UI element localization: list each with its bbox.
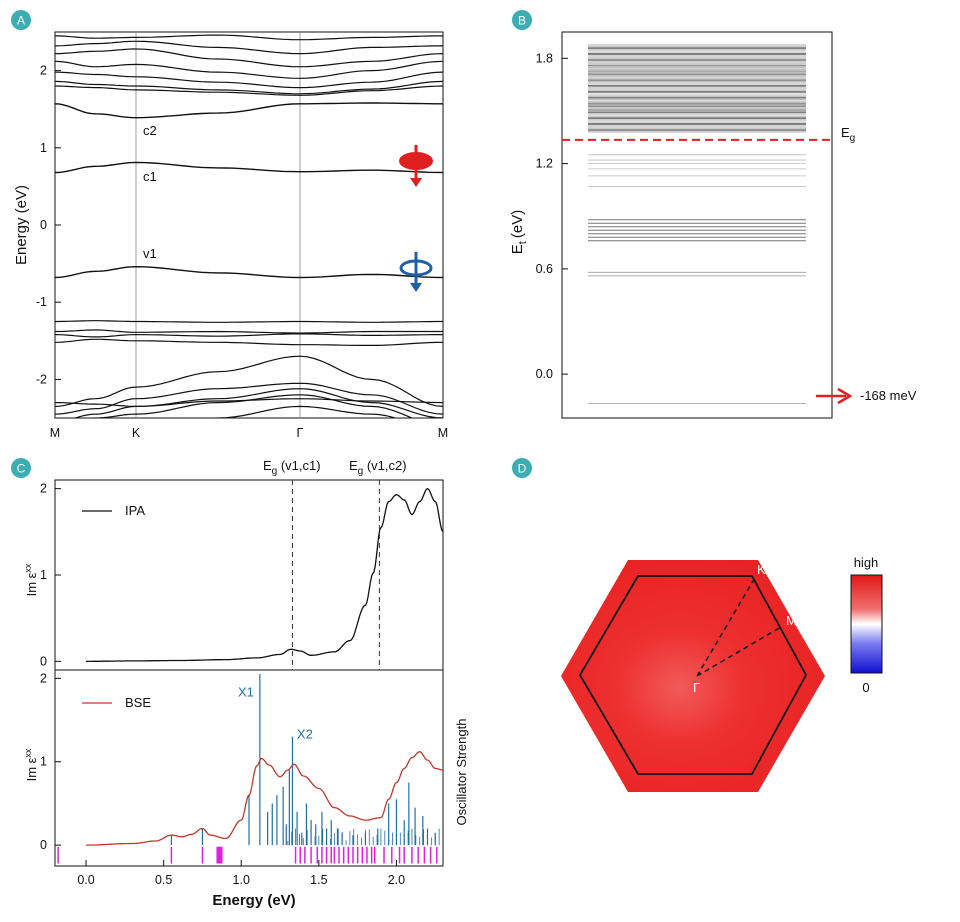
colorbar-high-label: high <box>854 555 879 570</box>
svg-text:B: B <box>518 14 526 28</box>
panel-c-top-ylabel: Im εxx <box>23 563 39 596</box>
ytick-label-b: 1.8 <box>536 51 553 65</box>
bz-heatmap <box>561 560 825 792</box>
band-extra <box>73 388 443 418</box>
band-extra <box>55 40 443 55</box>
band-label-v1: v1 <box>143 246 157 261</box>
band-v1 <box>55 265 443 279</box>
eg-v1-c2-label: Eg (v1,c2) <box>349 458 407 477</box>
band-extra <box>55 320 443 323</box>
ytick-label-c-top: 0 <box>40 654 47 668</box>
ytick-label-a: 2 <box>40 64 47 78</box>
panel-c-absorption: X1 X2 2 2 1 1 0 0 0.0 0.5 1.0 1.5 2.0 Energy (eV) I… <box>23 458 469 909</box>
panel-badge-b: B <box>512 10 532 30</box>
ytick-label-c-top: 1 <box>40 568 47 582</box>
k-point-label: K <box>757 562 766 577</box>
bands-group <box>55 34 443 418</box>
panel-c-bottom-ylabel: Im εxx <box>23 748 39 781</box>
panel-badge-d: D <box>512 458 532 478</box>
peak-label: X2 <box>297 726 313 741</box>
ytick-label-c-bottom: 0 <box>40 838 47 852</box>
band-extra <box>55 382 443 415</box>
peak-label: X1 <box>238 685 254 700</box>
xtick-label-a: M <box>50 426 60 440</box>
panel-c-bottom-frame <box>54 669 444 867</box>
band-extra <box>55 80 443 95</box>
band-extra <box>55 71 443 89</box>
band-c1 <box>55 161 443 174</box>
spin-down-blue-icon <box>399 252 433 292</box>
band-c2 <box>55 102 443 119</box>
xtick-label-c: 2.0 <box>388 873 405 887</box>
ytick-label-b: 0.6 <box>536 262 553 276</box>
band-label-c1: c1 <box>143 169 157 184</box>
svg-text:C: C <box>17 462 26 476</box>
m-point-label: M <box>786 613 797 628</box>
panel-b-frame <box>561 31 833 419</box>
ytick-label-c-bottom: 2 <box>40 671 47 685</box>
band-extra <box>55 60 443 79</box>
ytick-label-b: 0.0 <box>536 367 553 381</box>
band-extra <box>55 333 443 338</box>
panel-a-band-structure: 2 1 0 -1 -2 M K Γ M Energy (eV) c2 c1 v1 <box>13 31 448 440</box>
band-extra <box>55 85 443 96</box>
band-extra <box>55 355 443 407</box>
ytick-label-a: -2 <box>36 372 47 386</box>
xtick-label-c: 0.5 <box>155 873 172 887</box>
xtick-label-a: M <box>438 426 448 440</box>
ytick-label-a: -1 <box>36 295 47 309</box>
ytick-label-c-top: 2 <box>40 482 47 496</box>
band-extra <box>55 329 443 334</box>
svg-text:A: A <box>17 14 25 28</box>
legend-bse-label: BSE <box>125 695 151 710</box>
eg-v1-c1-label: Eg (v1,c1) <box>263 458 321 477</box>
ytick-label-a: 0 <box>40 218 47 232</box>
xtick-label-a: K <box>132 426 141 440</box>
panel-badge-c: C <box>11 458 31 478</box>
colorbar-low-label: 0 <box>862 680 869 695</box>
ytick-label-c-bottom: 1 <box>40 755 47 769</box>
panel-b-ylabel: Et(eV) <box>509 210 529 254</box>
ytick-label-b: 1.2 <box>536 157 553 171</box>
band-extra <box>203 405 398 418</box>
panel-a-ylabel: Energy (eV) <box>13 185 30 265</box>
band-label-c2: c2 <box>143 123 157 138</box>
spin-up-red-icon <box>399 145 433 187</box>
xtick-label-c: 0.0 <box>77 873 94 887</box>
band-extra <box>55 398 443 407</box>
band-extra <box>55 48 443 68</box>
svg-text:D: D <box>518 462 527 476</box>
band-extra <box>88 394 414 418</box>
ipa-curve <box>86 487 444 663</box>
xtick-label-c: 1.5 <box>310 873 327 887</box>
ytick-label-a: 1 <box>40 141 47 155</box>
panel-b-defect-levels: 1.8 1.2 0.6 0.0 Et(eV) Eg -168 meV <box>509 31 917 419</box>
panel-d-brillouin-zone: K M Γ high 0 <box>561 555 883 792</box>
xtick-label-c: 1.0 <box>233 873 250 887</box>
gamma-m-path <box>696 626 782 677</box>
binding-energy-label: -168 meV <box>860 388 917 403</box>
panel-badge-a: A <box>11 10 31 30</box>
legend-ipa-label: IPA <box>125 503 145 518</box>
colorbar <box>850 574 883 674</box>
bse-curve <box>86 751 444 846</box>
oscillator-strength-label: Oscillator Strength <box>454 719 469 826</box>
bz-boundary <box>578 575 808 775</box>
panel-c-top-frame <box>54 479 444 671</box>
red-arrow-icon <box>816 387 853 405</box>
gamma-point-label: Γ <box>693 680 700 695</box>
band-extra <box>55 34 443 41</box>
gamma-k-path <box>696 575 757 677</box>
panel-c-xlabel: Energy (eV) <box>212 892 295 909</box>
xtick-label-a: Γ <box>297 426 304 440</box>
eg-label: Eg <box>841 125 855 144</box>
band-extra <box>55 338 443 346</box>
